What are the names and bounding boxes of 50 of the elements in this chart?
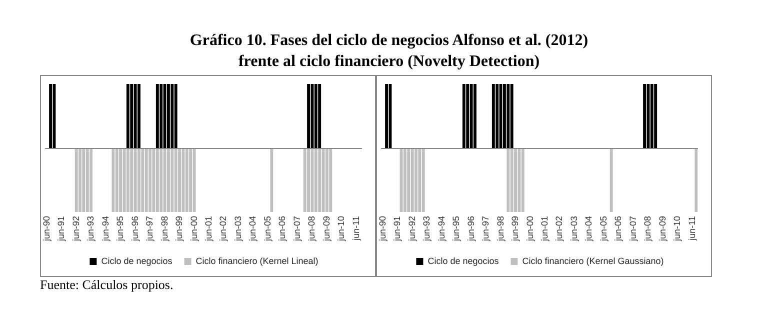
x-tick-label: jun-08 <box>642 216 653 242</box>
x-tick-label: jun-11 <box>686 216 697 242</box>
x-tick-label: jun-96 <box>130 216 140 242</box>
x-tick-label: jun-92 <box>70 216 81 242</box>
x-tick-label: jun-06 <box>277 216 288 242</box>
x-tick-label: jun-92 <box>406 216 417 242</box>
x-tick-label: jun-93 <box>422 216 432 242</box>
x-tick-label: jun-06 <box>613 216 624 242</box>
x-tick-label: jun-04 <box>248 216 258 242</box>
x-tick-label: jun-01 <box>204 216 214 242</box>
x-tick-label: jun-93 <box>86 216 96 242</box>
x-tick-label: jun-99 <box>510 216 520 242</box>
x-tick-label: jun-02 <box>554 216 564 242</box>
legend-label: Ciclo de negocios <box>428 256 500 266</box>
x-tick-label: jun-94 <box>100 216 110 242</box>
legend-label: Ciclo financiero (Kernel Gaussiano) <box>522 256 664 266</box>
x-tick-label: jun-95 <box>451 216 462 242</box>
x-tick-label: jun-05 <box>598 216 608 242</box>
x-tick-label: jun-10 <box>336 216 346 242</box>
x-tick-label: jun-07 <box>292 216 302 242</box>
x-tick-label: jun-91 <box>56 216 66 242</box>
x-tick-label: jun-10 <box>672 216 682 242</box>
x-tick-label: jun-91 <box>392 216 402 242</box>
x-tick-label: jun-09 <box>657 216 668 242</box>
x-tick-label: jun-94 <box>436 216 446 242</box>
x-tick-label: jun-09 <box>321 216 332 242</box>
x-tick-label: jun-03 <box>568 216 579 242</box>
x-tick-label: jun-96 <box>466 216 476 242</box>
legend-label: Ciclo financiero (Kernel Lineal) <box>196 256 318 266</box>
x-tick-label: jun-00 <box>188 216 199 242</box>
chart-title: Gráfico 10. Fases del ciclo de negocios Alfonso et al. (2012) frente al ciclo financiero (Novelty Detection) <box>188 31 590 72</box>
x-tick-label: jun-04 <box>584 216 594 242</box>
x-tick-label: jun-05 <box>262 216 272 242</box>
x-tick-label: jun-07 <box>628 216 638 242</box>
x-tick-label: jun-11 <box>350 216 361 242</box>
x-tick-label: jun-95 <box>115 216 126 242</box>
legend-label: Ciclo de negocios <box>101 256 173 266</box>
x-tick-label: jun-90 <box>41 216 52 242</box>
x-tick-label: jun-99 <box>174 216 184 242</box>
x-tick-label: jun-97 <box>480 216 491 242</box>
x-tick-label: jun-03 <box>232 216 243 242</box>
x-tick-label: jun-90 <box>377 216 388 242</box>
x-tick-label: jun-00 <box>524 216 535 242</box>
source-note: Fuente: Cálculos propios. <box>40 277 174 293</box>
x-tick-label: jun-98 <box>495 216 506 242</box>
x-tick-label: jun-98 <box>159 216 170 242</box>
x-tick-label: jun-02 <box>218 216 228 242</box>
x-tick-label: jun-08 <box>306 216 317 242</box>
x-tick-label: jun-01 <box>540 216 550 242</box>
x-tick-label: jun-97 <box>144 216 155 242</box>
